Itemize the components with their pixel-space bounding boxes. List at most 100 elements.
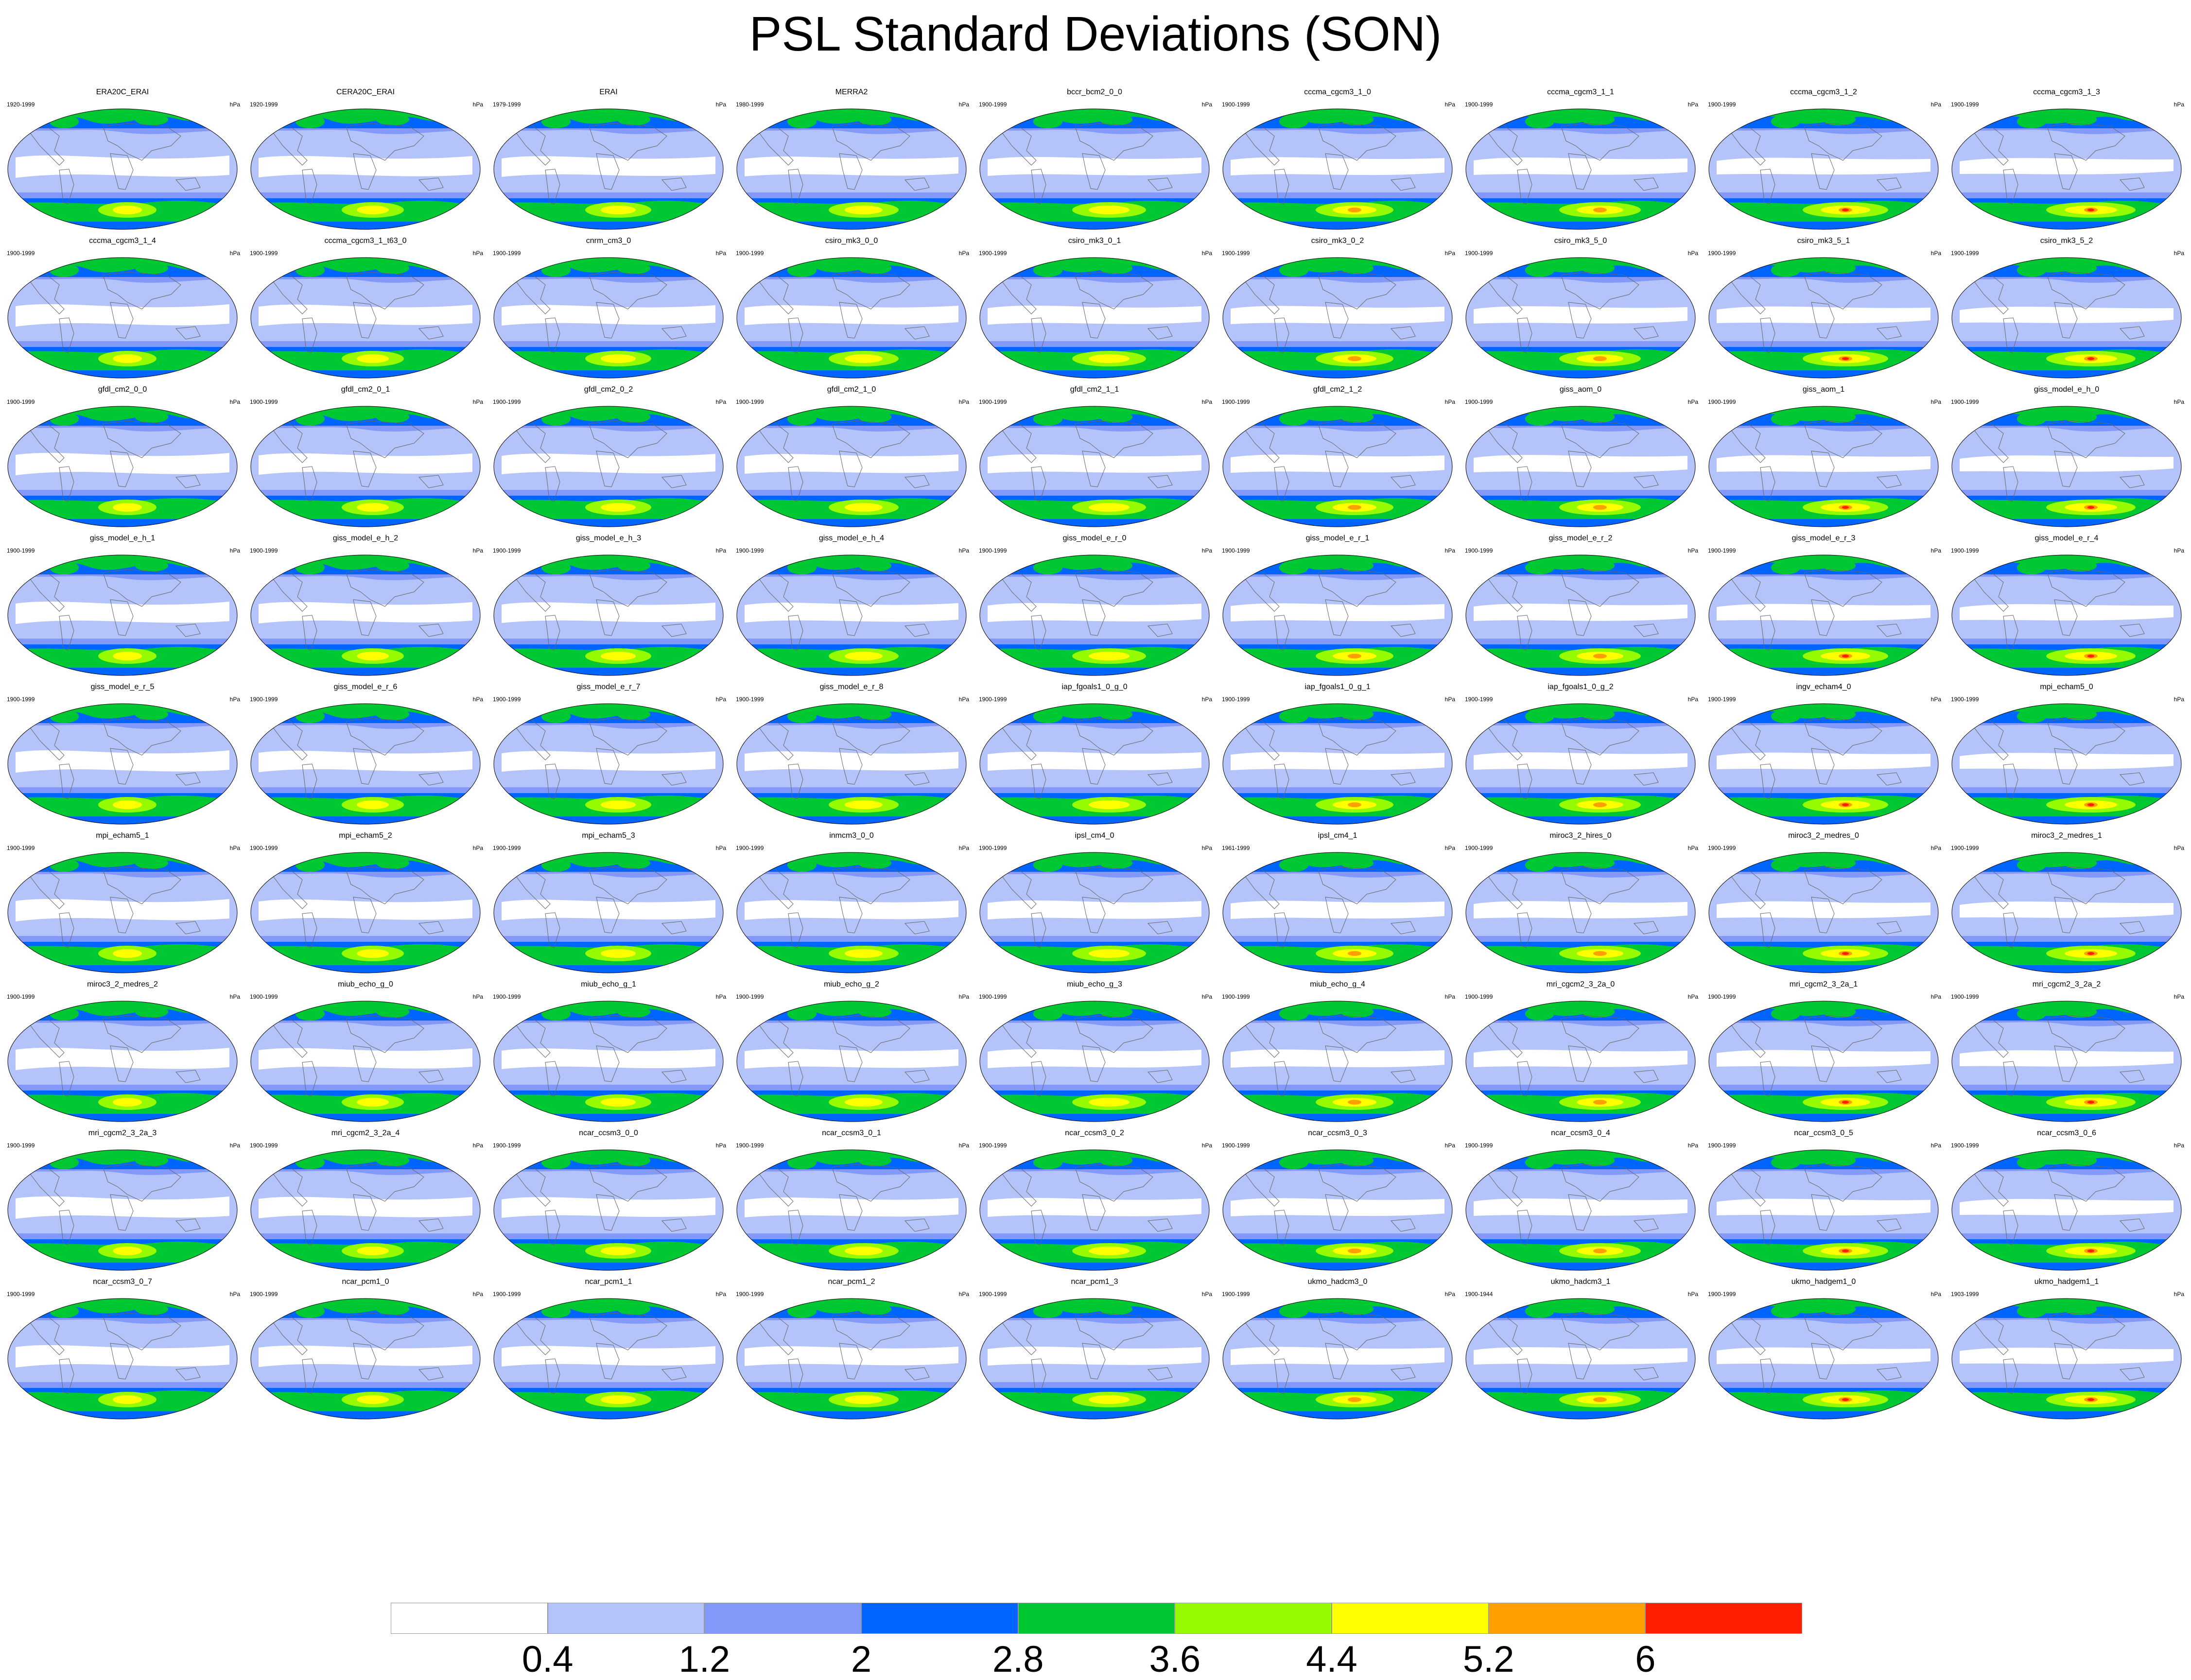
map-plot (1222, 852, 1453, 973)
panel-title: giss_model_e_r_3 (1791, 534, 1856, 542)
panel-years: 1900-1999 (493, 993, 521, 1000)
panel-unit: hPa (472, 547, 483, 554)
map-plot (979, 1298, 1210, 1420)
map-plot (736, 406, 967, 527)
map-plot (979, 1149, 1210, 1271)
panel-title: mpi_echam5_0 (2040, 683, 2093, 691)
map-panel: MERRA2 1980-1999 hPa (730, 87, 973, 236)
map-panel: csiro_mk3_0_1 1900-1999 hPa (973, 236, 1216, 385)
map-panel: ukmo_hadgem1_0 1900-1999 hPa (1702, 1277, 1945, 1426)
panel-unit: hPa (229, 547, 240, 554)
map-panel: cccma_cgcm3_1_0 1900-1999 hPa (1216, 87, 1459, 236)
panel-title: csiro_mk3_5_1 (1797, 237, 1850, 245)
panel-years: 1900-1999 (979, 845, 1007, 851)
panel-unit: hPa (229, 845, 240, 851)
panel-title: csiro_mk3_5_2 (2040, 237, 2093, 245)
map-panel: giss_model_e_h_3 1900-1999 hPa (487, 534, 730, 682)
map-plot (736, 1001, 967, 1122)
panel-unit: hPa (1687, 250, 1698, 257)
panel-years: 1900-1999 (736, 250, 764, 257)
map-panel: gfdl_cm2_1_0 1900-1999 hPa (730, 385, 973, 534)
map-plot (7, 108, 238, 230)
map-panel: mri_cgcm2_3_2a_4 1900-1999 hPa (244, 1128, 487, 1277)
panel-title: ncar_ccsm3_0_7 (93, 1278, 152, 1286)
panel-unit: hPa (958, 101, 969, 108)
panel-years: 1900-1999 (1951, 101, 1979, 108)
map-plot (1222, 1001, 1453, 1122)
map-panel: ukmo_hadcm3_1 1900-1944 hPa (1459, 1277, 1702, 1426)
panel-title: mpi_echam5_2 (339, 831, 392, 840)
panel-years: 1900-1999 (1465, 1142, 1493, 1149)
map-panel: miroc3_2_medres_2 1900-1999 hPa (1, 980, 244, 1128)
map-panel: ncar_ccsm3_0_1 1900-1999 hPa (730, 1128, 973, 1277)
panel-grid: ERA20C_ERAI 1920-1999 hPa CERA20C_ERAI 1920-… (0, 87, 2191, 1575)
panel-title: cccma_cgcm3_1_t63_0 (324, 237, 407, 245)
map-plot (1951, 554, 2182, 676)
map-plot (1708, 257, 1939, 379)
map-panel: iap_fgoals1_0_g_1 1900-1999 hPa (1216, 682, 1459, 831)
panel-years: 1900-1999 (7, 398, 35, 405)
map-plot (7, 1149, 238, 1271)
panel-years: 1900-1999 (1708, 993, 1736, 1000)
panel-title: mpi_echam5_1 (96, 831, 149, 840)
panel-unit: hPa (472, 1142, 483, 1149)
map-plot (1465, 108, 1696, 230)
panel-unit: hPa (229, 101, 240, 108)
panel-years: 1900-1999 (979, 547, 1007, 554)
map-plot (1708, 406, 1939, 527)
panel-unit: hPa (958, 993, 969, 1000)
map-plot (250, 1001, 481, 1122)
panel-title: ukmo_hadcm3_0 (1307, 1278, 1368, 1286)
panel-title: mri_cgcm2_3_2a_4 (331, 1129, 400, 1137)
panel-years: 1900-1999 (1222, 1142, 1250, 1149)
panel-title: miroc3_2_hires_0 (1549, 831, 1612, 840)
panel-title: cccma_cgcm3_1_0 (1304, 88, 1371, 96)
panel-title: giss_model_e_h_1 (89, 534, 156, 542)
panel-years: 1900-1999 (250, 250, 278, 257)
panel-title: giss_model_e_h_3 (575, 534, 642, 542)
panel-unit: hPa (1444, 845, 1455, 851)
map-panel: ncar_ccsm3_0_5 1900-1999 hPa (1702, 1128, 1945, 1277)
map-plot (7, 1001, 238, 1122)
panel-title: ncar_pcm1_2 (828, 1278, 875, 1286)
map-plot (250, 703, 481, 825)
panel-unit: hPa (1687, 547, 1698, 554)
panel-title: ncar_ccsm3_0_1 (822, 1129, 881, 1137)
panel-unit: hPa (1930, 1142, 1941, 1149)
map-plot (736, 554, 967, 676)
panel-years: 1900-1999 (7, 696, 35, 703)
map-panel: ncar_ccsm3_0_2 1900-1999 hPa (973, 1128, 1216, 1277)
map-panel: giss_model_e_h_4 1900-1999 hPa (730, 534, 973, 682)
panel-years: 1900-1999 (7, 547, 35, 554)
map-plot (1465, 406, 1696, 527)
map-panel: mpi_echam5_1 1900-1999 hPa (1, 831, 244, 980)
panel-title: MERRA2 (835, 88, 868, 96)
map-plot (493, 1298, 724, 1420)
map-panel: cnrm_cm3_0 1900-1999 hPa (487, 236, 730, 385)
panel-years: 1900-1999 (736, 1291, 764, 1298)
map-panel: mpi_echam5_0 1900-1999 hPa (1945, 682, 2188, 831)
map-panel: ncar_ccsm3_0_3 1900-1999 hPa (1216, 1128, 1459, 1277)
panel-years: 1900-1999 (979, 696, 1007, 703)
panel-unit: hPa (715, 993, 726, 1000)
panel-unit: hPa (958, 1291, 969, 1298)
panel-unit: hPa (1201, 1291, 1212, 1298)
panel-title: ukmo_hadgem1_0 (1791, 1278, 1856, 1286)
panel-years: 1900-1999 (493, 398, 521, 405)
map-plot (1708, 703, 1939, 825)
panel-years: 1900-1999 (1222, 547, 1250, 554)
map-plot (493, 406, 724, 527)
panel-unit: hPa (1687, 1291, 1698, 1298)
map-panel: csiro_mk3_5_2 1900-1999 hPa (1945, 236, 2188, 385)
map-panel: csiro_mk3_5_1 1900-1999 hPa (1702, 236, 1945, 385)
panel-title: ipsl_cm4_0 (1075, 831, 1114, 840)
panel-unit: hPa (715, 696, 726, 703)
map-plot (493, 703, 724, 825)
colorbar-swatch (391, 1603, 548, 1634)
map-plot (1465, 1001, 1696, 1122)
map-plot (1222, 554, 1453, 676)
panel-years: 1900-1999 (1222, 250, 1250, 257)
panel-years: 1900-1999 (493, 696, 521, 703)
panel-unit: hPa (1687, 993, 1698, 1000)
panel-years: 1900-1999 (736, 398, 764, 405)
